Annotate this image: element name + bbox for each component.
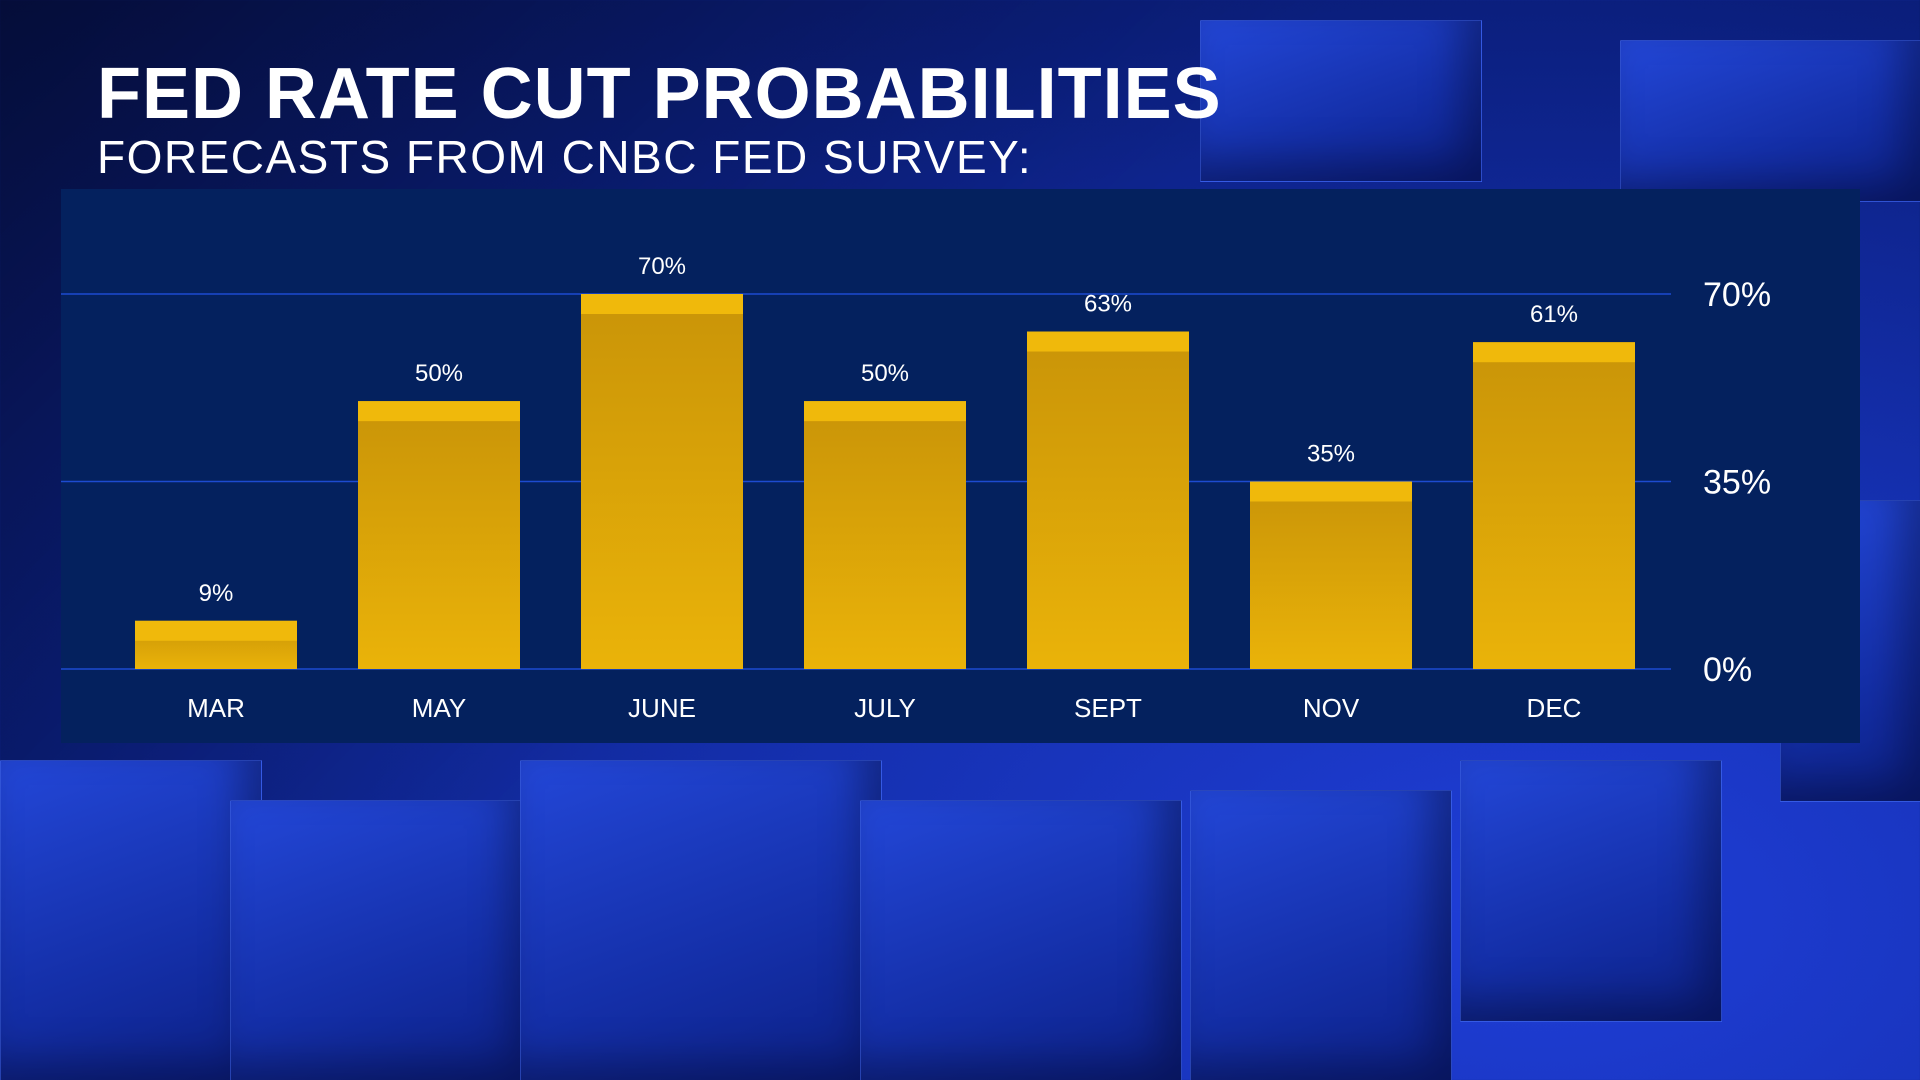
bar-dec	[1473, 342, 1635, 669]
data-label: 61%	[1530, 301, 1578, 328]
bar-sept	[1027, 331, 1189, 669]
y-tick-label: 70%	[1703, 276, 1771, 314]
bar-cap	[1473, 342, 1635, 363]
data-label: 50%	[415, 360, 463, 387]
x-tick-label: MAY	[412, 693, 466, 723]
bar-body	[804, 401, 966, 669]
bar-body	[1473, 342, 1635, 669]
bar-body	[1250, 481, 1412, 669]
bar-chart: 9% MAR 50% MAY 70% JUNE 50% JULY 63% SEPT 35% NOV 61…	[61, 253, 1771, 723]
chart-panel: 9% MAR 50% MAY 70% JUNE 50% JULY 63% SEPT 35% NOV 61…	[61, 189, 1860, 743]
y-tick-label: 0%	[1703, 651, 1752, 689]
y-tick-label: 35%	[1703, 464, 1771, 502]
bar-cap	[135, 620, 297, 641]
bar-cap	[1027, 331, 1189, 352]
bar-body	[358, 401, 520, 669]
data-label: 35%	[1307, 441, 1355, 468]
bar-june	[581, 294, 743, 669]
page-subtitle: FORECASTS FROM CNBC FED SURVEY:	[97, 131, 1033, 183]
x-tick-label: NOV	[1303, 693, 1360, 723]
bar-cap	[581, 294, 743, 314]
page-title: FED RATE CUT PROBABILITIES	[97, 54, 1222, 134]
data-label: 63%	[1084, 291, 1132, 318]
bar-mar	[135, 620, 297, 669]
x-tick-label: JULY	[854, 693, 916, 723]
bar-body	[581, 294, 743, 669]
bar-cap	[804, 401, 966, 422]
x-tick-label: MAR	[187, 693, 245, 723]
data-label: 50%	[861, 360, 909, 387]
bar-cap	[1250, 481, 1412, 502]
bar-cap	[358, 401, 520, 422]
bar-body	[1027, 331, 1189, 669]
bar-may	[358, 401, 520, 669]
bar-july	[804, 401, 966, 669]
x-tick-label: JUNE	[628, 693, 696, 723]
x-tick-label: SEPT	[1074, 693, 1142, 723]
x-tick-label: DEC	[1527, 693, 1582, 723]
data-label: 70%	[638, 253, 686, 280]
data-label: 9%	[199, 580, 234, 607]
bar-nov	[1250, 481, 1412, 669]
